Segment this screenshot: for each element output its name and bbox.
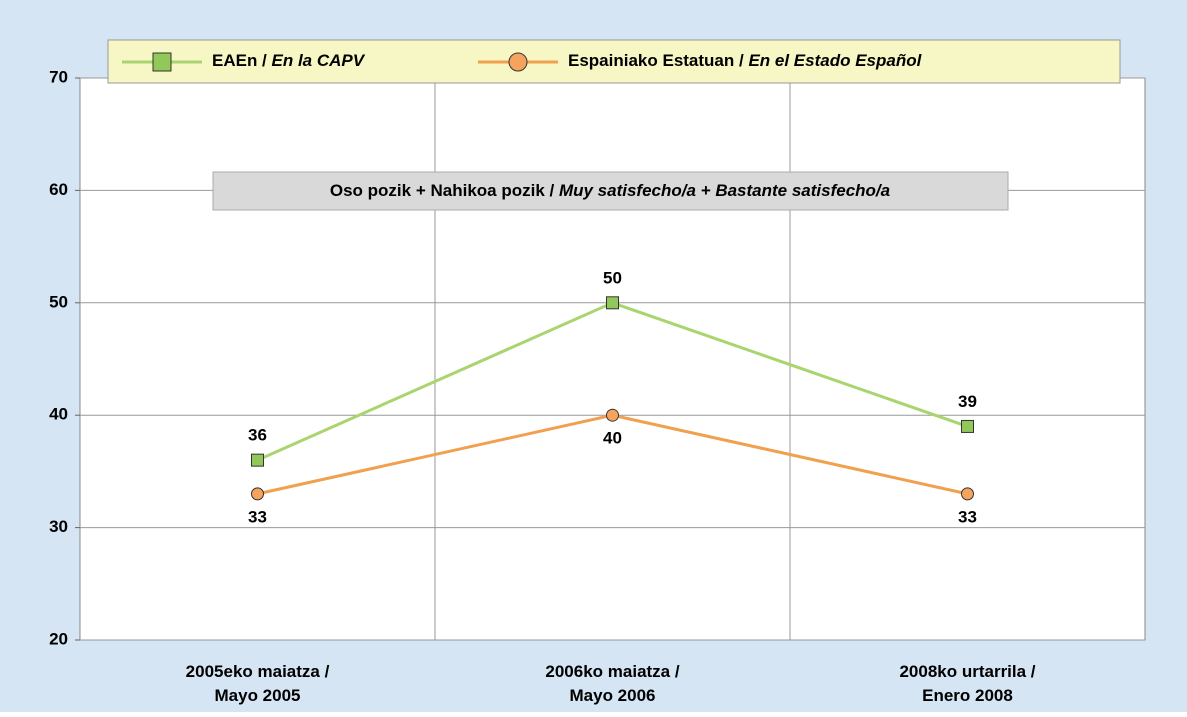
y-tick-label: 20: [49, 629, 68, 648]
legend-marker: [508, 52, 528, 72]
y-tick-label: 40: [49, 405, 68, 424]
value-label: 40: [603, 429, 622, 448]
legend-marker: [152, 52, 172, 72]
value-label: 36: [248, 426, 267, 445]
y-tick-label: 70: [49, 67, 68, 86]
value-label: 33: [248, 507, 267, 526]
y-tick-label: 60: [49, 180, 68, 199]
marker: [961, 419, 974, 433]
marker: [961, 487, 974, 501]
value-label: 33: [958, 507, 977, 526]
x-tick-label: 2005eko maiatza / Mayo 2005: [186, 662, 330, 705]
legend-box: [107, 39, 1121, 84]
annotation: Oso pozik + Nahikoa pozik / Muy satisfec…: [330, 181, 890, 200]
legend-label: Espainiako Estatuan / En el Estado Españ…: [568, 51, 923, 70]
y-tick-label: 30: [49, 517, 68, 536]
x-tick-label: 2006ko maiatza / Mayo 2006: [545, 662, 679, 705]
x-tick-label: 2008ko urtarrila / Enero 2008: [899, 662, 1035, 705]
value-label: 50: [603, 268, 622, 287]
marker: [606, 408, 619, 422]
legend-label: EAEn / En la CAPV: [212, 51, 366, 70]
value-label: 39: [958, 392, 977, 411]
annotation-box: [212, 171, 1009, 211]
marker: [606, 296, 619, 310]
y-tick-label: 50: [49, 292, 68, 311]
marker: [251, 487, 264, 501]
plot-area: [79, 77, 1146, 641]
marker: [251, 453, 264, 467]
